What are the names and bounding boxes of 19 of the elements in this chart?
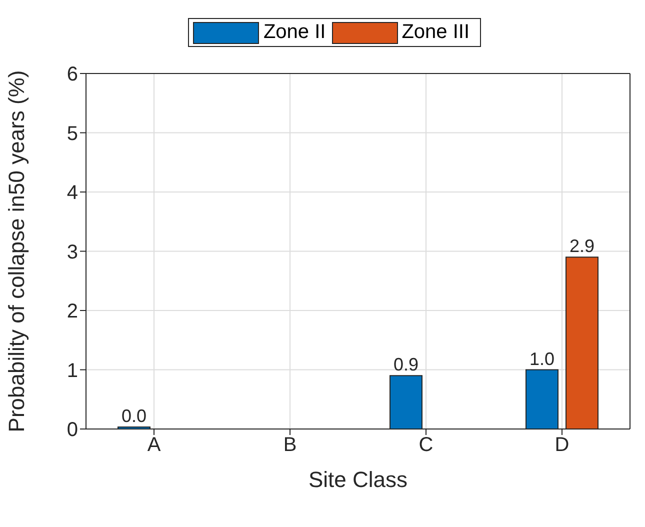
x-tick-label: B (283, 434, 297, 456)
x-tick-label: D (554, 434, 570, 456)
data-label: 2.9 (569, 236, 595, 256)
y-tick-label: 6 (66, 64, 78, 86)
y-tick-label: 4 (66, 182, 78, 204)
legend-label: Zone III (400, 21, 470, 44)
legend-label: Zone II (262, 21, 326, 44)
x-tick-label: A (147, 434, 162, 456)
data-label: 0.0 (121, 406, 147, 426)
data-label: 0.9 (393, 354, 419, 375)
y-tick-label: 0 (66, 419, 78, 442)
y-tick-label: 1 (66, 360, 78, 382)
y-tick-label: 3 (66, 241, 78, 264)
y-axis-title: Probability of collapse in50 years (%) (4, 70, 29, 432)
y-tick-label: 2 (66, 300, 78, 323)
x-axis-title: Site Class (308, 467, 408, 492)
x-tick-label: C (418, 434, 434, 456)
y-tick-label: 5 (66, 122, 78, 145)
data-label: 1.0 (529, 348, 555, 369)
